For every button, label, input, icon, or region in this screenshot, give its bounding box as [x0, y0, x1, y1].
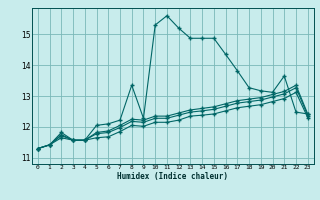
- X-axis label: Humidex (Indice chaleur): Humidex (Indice chaleur): [117, 172, 228, 181]
